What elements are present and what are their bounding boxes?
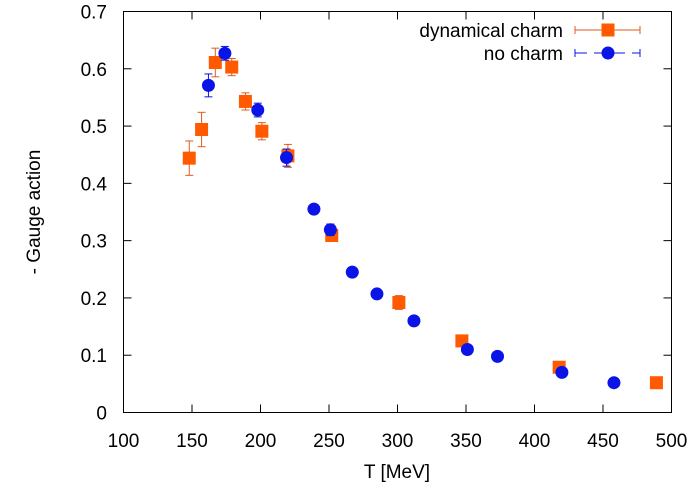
legend-entry-dynamical-charm: dynamical charm xyxy=(419,21,641,42)
data-point-circle xyxy=(280,151,294,165)
x-tick-label: 200 xyxy=(245,431,277,452)
x-tick-label: 300 xyxy=(382,431,414,452)
data-point-square xyxy=(208,55,222,69)
x-tick-label: 150 xyxy=(176,431,208,452)
x-tick-label: 350 xyxy=(450,431,482,452)
y-tick-label: 0.6 xyxy=(81,60,107,81)
y-tick-label: 0.5 xyxy=(81,117,107,138)
data-point-circle xyxy=(407,314,421,328)
data-point-circle xyxy=(307,202,321,216)
y-tick-label: 0.7 xyxy=(81,3,107,24)
data-point-square xyxy=(392,296,406,310)
legend-label: no charm xyxy=(484,44,563,65)
legend-label: dynamical charm xyxy=(419,21,563,42)
x-tick-label: 100 xyxy=(108,431,140,452)
y-axis-label: - Gauge action xyxy=(24,150,45,275)
data-point-square xyxy=(255,124,269,138)
data-point-circle xyxy=(201,78,215,92)
data-marks xyxy=(182,45,663,390)
data-point-circle xyxy=(491,349,505,363)
data-point-square xyxy=(195,123,209,137)
legend-marker-square xyxy=(601,23,615,37)
plot-frame xyxy=(123,11,672,413)
legend-entry-no-charm: no charm xyxy=(484,44,641,65)
data-point-square xyxy=(225,60,239,74)
series-no-charm xyxy=(201,45,621,390)
y-tick-label: 0.3 xyxy=(81,232,107,253)
data-point-circle xyxy=(251,103,265,117)
axis-ticks: 100 150 200 250 300 350 400 450 500 0 0.1 0.2 0.3 0.4… xyxy=(81,3,688,453)
y-tick-label: 0.2 xyxy=(81,289,107,310)
x-tick-label: 500 xyxy=(656,431,688,452)
data-point-circle xyxy=(555,365,569,379)
x-tick-label: 450 xyxy=(587,431,619,452)
x-tick-label: 250 xyxy=(313,431,345,452)
y-tick-label: 0.4 xyxy=(81,174,108,195)
series-dynamical-charm xyxy=(182,47,663,390)
data-point-square xyxy=(649,376,663,390)
data-point-square xyxy=(182,151,196,165)
data-point-circle xyxy=(345,265,359,279)
data-point-square xyxy=(238,94,252,108)
y-tick-label: 0 xyxy=(96,404,107,425)
data-point-circle xyxy=(323,223,337,237)
data-point-circle xyxy=(218,46,232,60)
data-point-circle xyxy=(460,342,474,356)
data-point-circle xyxy=(370,287,384,301)
data-point-circle xyxy=(607,376,621,390)
legend-marker-circle xyxy=(601,46,615,60)
x-tick-label: 400 xyxy=(519,431,551,452)
x-axis-label: T [MeV] xyxy=(364,462,430,483)
y-tick-label: 0.1 xyxy=(81,346,107,367)
